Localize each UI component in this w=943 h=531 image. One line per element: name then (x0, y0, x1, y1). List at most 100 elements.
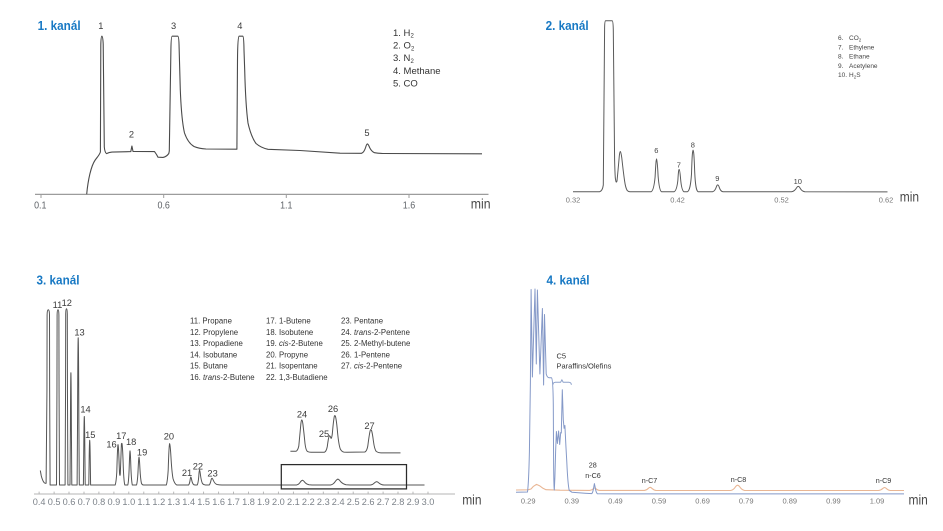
svg-text:20: 20 (164, 432, 174, 442)
svg-text:0.49: 0.49 (608, 497, 623, 506)
svg-text:0.9: 0.9 (108, 497, 121, 507)
svg-text:26. 1-Pentene: 26. 1-Pentene (341, 350, 390, 359)
svg-text:0.7: 0.7 (78, 497, 91, 507)
svg-text:CO2: CO2 (849, 35, 862, 43)
svg-text:10: 10 (794, 177, 802, 186)
svg-text:1.09: 1.09 (870, 497, 885, 506)
svg-text:10.: 10. (838, 72, 847, 79)
svg-text:2.6: 2.6 (362, 497, 375, 507)
svg-text:3.0: 3.0 (422, 497, 435, 507)
svg-text:9: 9 (715, 174, 719, 183)
svg-text:9.: 9. (838, 63, 844, 70)
svg-text:6: 6 (654, 146, 658, 155)
svg-text:21. Isopentane: 21. Isopentane (266, 362, 318, 371)
svg-text:1.9: 1.9 (257, 497, 270, 507)
svg-text:18. Isobutene: 18. Isobutene (266, 328, 313, 337)
svg-text:4. kanál: 4. kanál (547, 272, 590, 287)
svg-text:12. Propylene: 12. Propylene (190, 328, 238, 337)
svg-text:2.3: 2.3 (317, 497, 330, 507)
svg-text:22: 22 (193, 462, 203, 472)
svg-text:0.42: 0.42 (670, 196, 685, 205)
svg-text:8: 8 (691, 141, 695, 150)
svg-text:26: 26 (328, 404, 338, 414)
svg-text:2.8: 2.8 (392, 497, 405, 507)
svg-text:20. Propyne: 20. Propyne (266, 350, 308, 359)
svg-text:1.4: 1.4 (182, 497, 195, 507)
svg-text:2. kanál: 2. kanál (546, 18, 589, 33)
svg-text:11. Propane: 11. Propane (190, 317, 232, 326)
svg-text:7: 7 (677, 161, 681, 170)
svg-text:0.89: 0.89 (782, 497, 797, 506)
svg-text:0.4: 0.4 (33, 497, 46, 507)
svg-text:1.1: 1.1 (137, 497, 150, 507)
svg-text:0.5: 0.5 (48, 497, 61, 507)
svg-text:15. Butane: 15. Butane (190, 362, 228, 371)
svg-text:7.: 7. (838, 44, 844, 51)
svg-text:5. CO: 5. CO (393, 79, 418, 90)
svg-text:3: 3 (171, 21, 176, 31)
svg-text:13. Propadiene: 13. Propadiene (190, 339, 243, 348)
svg-text:0.8: 0.8 (93, 497, 106, 507)
svg-text:11: 11 (53, 300, 63, 310)
svg-text:19: 19 (137, 448, 147, 458)
svg-text:1.5: 1.5 (197, 497, 210, 507)
svg-text:Ethane: Ethane (849, 54, 870, 61)
svg-text:1.2: 1.2 (152, 497, 165, 507)
svg-text:2: 2 (129, 130, 134, 140)
svg-text:2. O2: 2. O2 (393, 41, 415, 53)
svg-text:0.62: 0.62 (879, 196, 894, 205)
svg-text:27. cis-2-Pentene: 27. cis-2-Pentene (341, 362, 402, 371)
svg-text:21: 21 (182, 468, 192, 478)
svg-text:13: 13 (74, 328, 84, 338)
svg-text:H2S: H2S (849, 72, 861, 80)
svg-text:24. trans-2-Pentene: 24. trans-2-Pentene (341, 328, 410, 337)
svg-text:0.32: 0.32 (566, 196, 581, 205)
svg-text:3. kanál: 3. kanál (37, 272, 80, 287)
svg-text:2.9: 2.9 (407, 497, 420, 507)
svg-text:Acetylene: Acetylene (849, 63, 878, 70)
svg-text:Paraffins/Olefins: Paraffins/Olefins (557, 362, 612, 371)
svg-text:25: 25 (319, 429, 329, 439)
svg-text:5: 5 (364, 128, 369, 138)
svg-text:0.6: 0.6 (63, 497, 76, 507)
svg-text:24: 24 (297, 410, 307, 420)
svg-text:16: 16 (106, 439, 116, 449)
svg-text:2.0: 2.0 (272, 497, 285, 507)
svg-text:0.99: 0.99 (826, 497, 841, 506)
svg-text:n-C8: n-C8 (731, 475, 747, 484)
svg-text:27: 27 (364, 421, 374, 431)
svg-text:min: min (909, 491, 928, 507)
svg-text:18: 18 (126, 437, 136, 447)
svg-text:1.0: 1.0 (122, 497, 135, 507)
svg-text:4. Methane: 4. Methane (393, 66, 441, 77)
svg-text:min: min (471, 196, 491, 212)
svg-text:0.1: 0.1 (34, 200, 47, 212)
svg-text:n-C9: n-C9 (876, 476, 892, 485)
svg-text:14: 14 (80, 405, 90, 415)
svg-text:15: 15 (85, 430, 95, 440)
svg-text:2.1: 2.1 (287, 497, 300, 507)
svg-text:n-C7: n-C7 (642, 476, 658, 485)
svg-text:1. H2: 1. H2 (393, 28, 414, 40)
svg-text:0.79: 0.79 (739, 497, 754, 506)
svg-text:2.5: 2.5 (347, 497, 360, 507)
svg-text:14. Isobutane: 14. Isobutane (190, 350, 237, 359)
svg-text:C5: C5 (557, 352, 567, 361)
svg-text:Ethylene: Ethylene (849, 44, 875, 51)
svg-text:22. 1,3-Butadiene: 22. 1,3-Butadiene (266, 373, 328, 382)
svg-text:1: 1 (98, 21, 103, 31)
svg-text:0.69: 0.69 (695, 497, 710, 506)
svg-text:1.7: 1.7 (227, 497, 240, 507)
svg-text:19. cis-2-Butene: 19. cis-2-Butene (266, 339, 323, 348)
svg-text:1.1: 1.1 (280, 200, 293, 212)
svg-text:28: 28 (589, 461, 597, 470)
svg-text:25. 2-Methyl-butene: 25. 2-Methyl-butene (341, 339, 410, 348)
svg-text:2.7: 2.7 (377, 497, 390, 507)
svg-text:1.6: 1.6 (403, 200, 416, 212)
svg-text:4: 4 (237, 21, 242, 31)
svg-text:8.: 8. (838, 54, 844, 61)
svg-text:1.6: 1.6 (212, 497, 225, 507)
svg-text:1. kanál: 1. kanál (38, 18, 81, 33)
svg-text:2.4: 2.4 (332, 497, 345, 507)
svg-text:23: 23 (207, 469, 217, 479)
